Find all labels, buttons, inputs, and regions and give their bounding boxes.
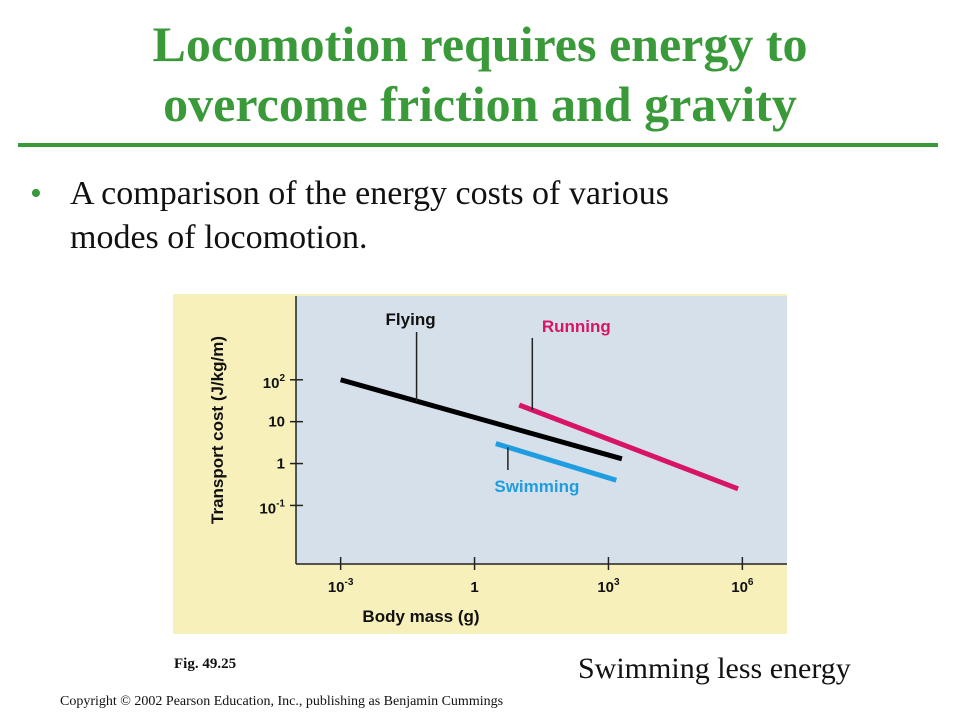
running-line xyxy=(518,402,739,492)
x-tick-label-3: 106 xyxy=(731,577,754,596)
title-underline xyxy=(18,143,938,147)
flying-label: Flying xyxy=(386,310,436,329)
copyright-notice: Copyright © 2002 Pearson Education, Inc.… xyxy=(60,694,504,709)
bullet-line-2: modes of locomotion. xyxy=(70,219,368,256)
bullet-line-1: A comparison of the energy costs of vari… xyxy=(70,175,669,212)
x-tick-label-2: 103 xyxy=(597,577,620,596)
x-tick-label-1: 1 xyxy=(470,579,478,596)
chart-svg: 10-1 1 10 102 10-3 1 103 106 Body mass (g) Transp… xyxy=(173,294,787,634)
title-line-1: Locomotion requires energy to xyxy=(152,16,808,72)
flying-line xyxy=(339,377,623,462)
y-axis-label: Transport cost (J/kg/m) xyxy=(208,336,227,524)
y-tick-label-0: 10-1 xyxy=(259,498,285,517)
x-axis-label: Body mass (g) xyxy=(362,607,479,626)
bullet-dot-icon: • xyxy=(30,175,42,212)
bullet-text: A comparison of the energy costs of vari… xyxy=(70,172,890,260)
swimming-label: Swimming xyxy=(494,477,579,496)
y-tick-label-3: 102 xyxy=(263,373,286,392)
slide-title: Locomotion requires energy to overcome f… xyxy=(0,14,960,134)
y-tick-label-1: 1 xyxy=(277,456,285,473)
figure-label: Fig. 49.25 xyxy=(174,656,237,672)
swimming-line xyxy=(495,441,618,483)
swimming-note: Swimming less energy xyxy=(578,652,851,685)
plot-area xyxy=(296,296,787,564)
y-tick-label-2: 10 xyxy=(268,414,285,431)
x-tick-label-0: 10-3 xyxy=(328,577,354,596)
transport-cost-chart: 10-1 1 10 102 10-3 1 103 106 Body mass (g) Transp… xyxy=(173,294,787,634)
running-label: Running xyxy=(542,317,611,336)
title-line-2: overcome friction and gravity xyxy=(163,76,797,132)
